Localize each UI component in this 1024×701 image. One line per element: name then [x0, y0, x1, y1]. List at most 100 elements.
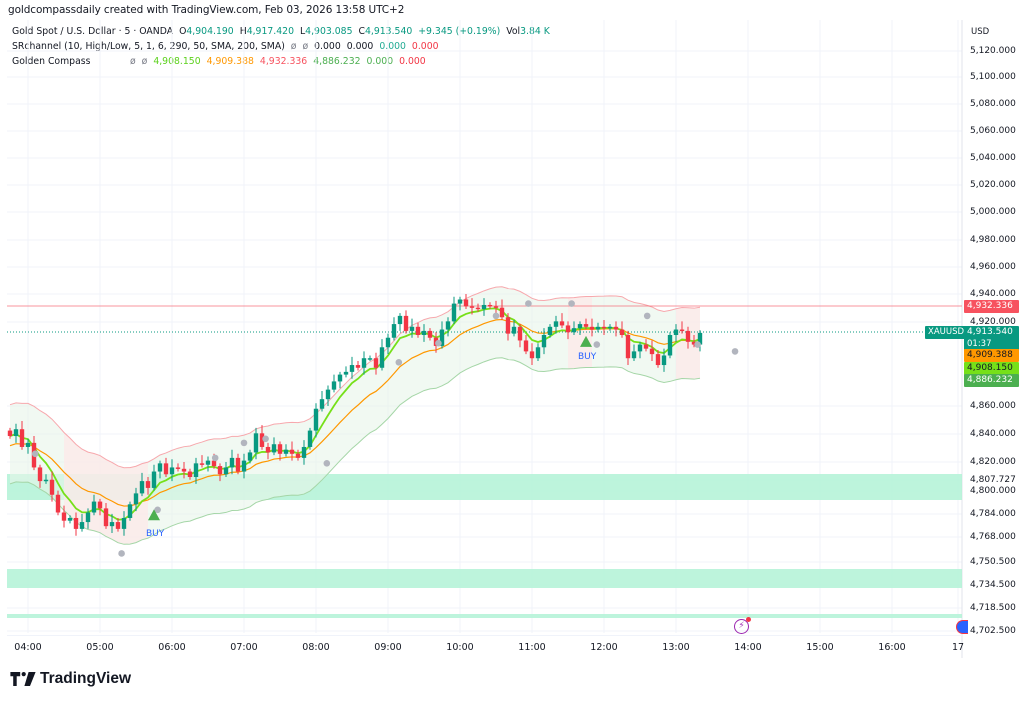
- time-tick-label: 16:00: [878, 642, 906, 653]
- candle: [565, 325, 571, 333]
- candle: [451, 303, 457, 322]
- price-tick-label: 4,940.000: [970, 289, 1016, 299]
- candle: [673, 329, 679, 336]
- price-tick-label: 4,920.000: [970, 317, 1016, 327]
- candle: [79, 522, 85, 529]
- candle: [649, 348, 655, 355]
- country-flag-icon[interactable]: [956, 620, 968, 634]
- legend-golden-compass-row[interactable]: Golden Compass ø ø 4,908.150 4,909.388 4…: [12, 54, 553, 69]
- price-tick-label: 5,120.000: [970, 46, 1016, 56]
- candle: [457, 299, 463, 304]
- candle: [301, 446, 307, 458]
- signal-dot: [154, 506, 161, 514]
- candle: [91, 501, 97, 513]
- currency-label[interactable]: USD: [971, 27, 990, 37]
- candle: [643, 344, 649, 349]
- candle: [475, 307, 481, 310]
- slow-ma-line: [9, 318, 701, 507]
- candle: [97, 501, 103, 509]
- candle: [421, 330, 427, 336]
- price-line-label: 4,909.388: [964, 349, 1019, 362]
- candle: [685, 330, 691, 342]
- time-tick-label: 10:00: [446, 642, 474, 653]
- candle: [385, 337, 391, 348]
- candle: [535, 347, 541, 359]
- time-tick-label: 08:00: [302, 642, 330, 653]
- signal-dot: [568, 300, 575, 307]
- time-tick-label: 09:00: [374, 642, 402, 653]
- candle: [43, 479, 49, 482]
- signal-dot: [694, 341, 701, 348]
- candle: [241, 460, 247, 472]
- time-tick-label: 05:00: [86, 642, 114, 653]
- null-value: ø: [290, 41, 297, 52]
- candle: [613, 326, 619, 330]
- signal-dot: [435, 339, 442, 347]
- signal-dot: [31, 450, 39, 458]
- golden-compass-value: 0.000: [366, 56, 394, 67]
- bar-countdown: 01:37: [967, 339, 992, 349]
- candle: [319, 399, 325, 409]
- candle: [145, 481, 151, 488]
- support-zone: [7, 569, 962, 588]
- time-axis[interactable]: 04:00 05:00 06:00 07:00 08:00 09:00 10:00 11:00…: [7, 635, 964, 658]
- tradingview-logo[interactable]: TradingView: [10, 670, 131, 688]
- candle: [313, 408, 319, 431]
- candle: [277, 444, 283, 454]
- high-value: H4,917.420: [239, 26, 295, 37]
- srchannel-value: 0.000: [314, 41, 341, 52]
- candle: [637, 344, 643, 352]
- srchannel-value: 0.000: [379, 41, 406, 52]
- price-tick-label: 4,734.500: [970, 580, 1016, 590]
- candle: [601, 326, 607, 329]
- change-value: +9.345 (+0.19%): [418, 26, 501, 37]
- price-tick-label: 5,080.000: [970, 99, 1016, 109]
- time-tick-label: 12:00: [590, 642, 618, 653]
- volume-value: Vol3.84 K: [506, 26, 550, 37]
- price-tick-label: 4,840.000: [970, 429, 1016, 439]
- symbol-title: Gold Spot / U.S. Dollar · 5 · OANDA: [12, 26, 174, 37]
- candle: [361, 358, 367, 368]
- candle: [187, 471, 193, 478]
- price-tick-label: 4,768.000: [970, 532, 1016, 542]
- buy-label: BUY: [146, 529, 165, 539]
- chart-caption: goldcompassdaily created with TradingVie…: [8, 4, 405, 16]
- economic-event-icon[interactable]: ⚡: [734, 617, 751, 634]
- golden-compass-value: 0.000: [399, 56, 426, 67]
- signal-dot: [262, 435, 269, 443]
- legend-srchannel-row[interactable]: SRchannel (10, High/Low, 5, 1, 6, 290, 5…: [12, 39, 553, 54]
- price-axis[interactable]: 5,120.000 5,100.000 5,080.000 5,060.000 5,04…: [962, 20, 1024, 636]
- candle: [271, 444, 277, 453]
- legend-symbol-row[interactable]: Gold Spot / U.S. Dollar · 5 · OANDA O4,9…: [12, 24, 553, 39]
- candle: [163, 463, 169, 475]
- price-tick-label: 4,980.000: [970, 235, 1016, 245]
- candle: [625, 335, 631, 359]
- candle: [487, 304, 493, 307]
- null-value: ø: [129, 56, 136, 67]
- candle: [253, 433, 259, 453]
- candle: [223, 467, 229, 475]
- candle: [265, 446, 271, 453]
- support-zone: [7, 614, 962, 618]
- time-tick-label: 13:00: [662, 642, 690, 653]
- candle: [505, 317, 511, 334]
- candle: [211, 460, 217, 467]
- candle: [397, 315, 403, 325]
- price-tick-label: 4,860.000: [970, 401, 1016, 411]
- time-tick-label: 04:00: [14, 642, 42, 653]
- candle: [553, 321, 559, 327]
- candle: [529, 351, 535, 359]
- signal-dot: [323, 460, 331, 467]
- price-line-label: 4,908.150: [964, 362, 1019, 375]
- close-value: C4,913.540: [358, 26, 413, 37]
- candle: [655, 354, 661, 366]
- candle: [85, 512, 91, 523]
- candle: [289, 449, 295, 454]
- candle: [439, 329, 445, 346]
- candle: [61, 512, 67, 521]
- price-tick-label: 4,784.000: [970, 509, 1016, 519]
- candle: [307, 430, 313, 447]
- candle: [631, 351, 637, 359]
- symbol-tag: XAUUSD: [925, 326, 968, 339]
